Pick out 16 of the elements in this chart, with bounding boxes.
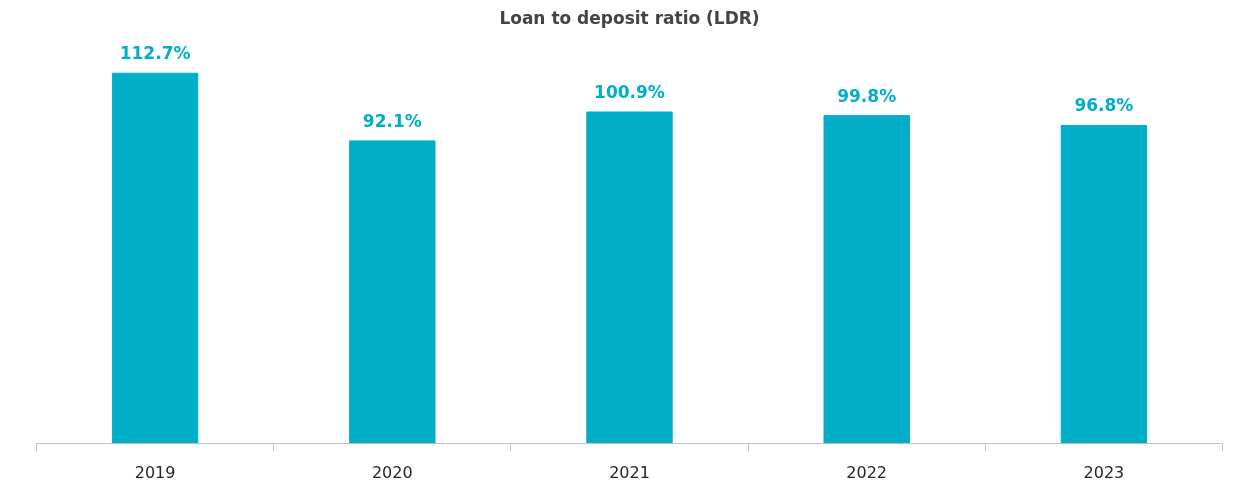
chart-title: Loan to deposit ratio (LDR) xyxy=(499,7,760,28)
data-label: 100.9% xyxy=(594,82,665,102)
bar xyxy=(1060,124,1148,444)
data-label: 96.8% xyxy=(1074,95,1134,116)
bar xyxy=(823,115,910,444)
x-tick-label: 2021 xyxy=(609,462,650,482)
bar xyxy=(349,140,436,444)
data-label: 112.7% xyxy=(119,43,191,64)
bar xyxy=(586,111,673,444)
bar xyxy=(111,72,199,444)
data-label: 92.1% xyxy=(362,110,422,131)
x-tick-label: 2022 xyxy=(846,462,888,482)
data-label: 99.8% xyxy=(837,85,897,106)
x-tick-label: 2023 xyxy=(1083,462,1125,482)
x-tick-label: 2020 xyxy=(371,462,413,482)
x-tick-label: 2019 xyxy=(134,462,176,482)
